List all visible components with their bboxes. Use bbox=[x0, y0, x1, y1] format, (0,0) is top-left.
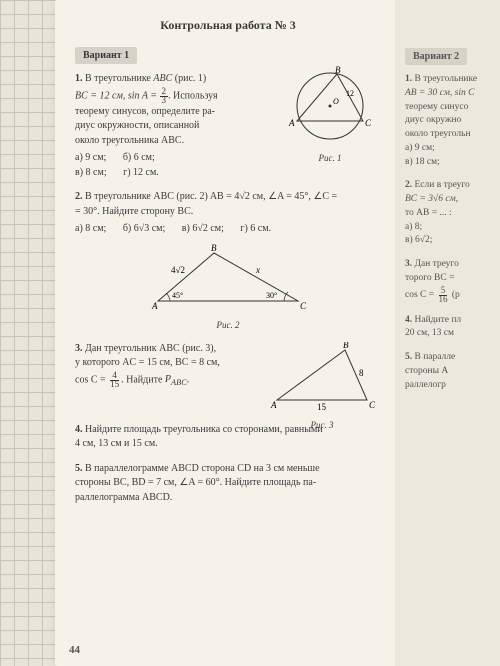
notebook-grid bbox=[0, 0, 60, 666]
right-page: Вариант 2 1. В треугольнике AB = 30 см, … bbox=[395, 0, 500, 666]
figure-1: O B A C 12 Рис. 1 bbox=[283, 66, 377, 165]
task2-optB: б) 6√3 см; bbox=[123, 222, 165, 237]
task3-t3b: . Найдите bbox=[121, 374, 165, 385]
task5-t3: раллелограмма ABCD. bbox=[75, 492, 172, 503]
main-page: Контрольная работа № 3 Вариант 1 O B A C… bbox=[55, 0, 395, 666]
task-4: 4. Найдите площадь треугольника со сторо… bbox=[75, 423, 381, 452]
task1-post1: (рис. 1) bbox=[172, 73, 206, 84]
task2-optC: в) 6√2 см; bbox=[182, 222, 224, 237]
task1-num: 1. bbox=[75, 73, 83, 84]
r-task-1: 1. В треугольнике AB = 30 см, sin C теор… bbox=[405, 73, 496, 169]
task1-l2a: BC = 12 см, sin A = bbox=[75, 90, 160, 101]
page-title: Контрольная работа № 3 bbox=[75, 18, 381, 33]
task5-t2: стороны BC, BD = 7 см, ∠A = 60°. Найдите… bbox=[75, 477, 316, 488]
task3-t1: Дан треугольник ABC (рис. 3), bbox=[85, 343, 216, 354]
page-number: 44 bbox=[69, 644, 80, 656]
task3-t2: у которого AC = 15 см, BC = 8 см, bbox=[75, 357, 220, 368]
task1-optB: б) 6 см; bbox=[123, 151, 155, 166]
task1-optD: г) 12 см. bbox=[123, 166, 159, 181]
task2-optD: г) 6 см. bbox=[240, 222, 271, 237]
svg-text:O: O bbox=[333, 97, 339, 106]
task5-t1: В параллелограмме ABCD сторона CD на 3 с… bbox=[85, 463, 320, 474]
svg-text:A: A bbox=[288, 118, 295, 128]
fig2-caption: Рис. 2 bbox=[75, 319, 381, 332]
task4-t1: Найдите площадь треугольника со сторонам… bbox=[85, 424, 323, 435]
task-2: 2. В треугольнике ABC (рис. 2) AB = 4√2 … bbox=[75, 190, 381, 332]
r-task-5: 5. В паралле стороны A раллелогр bbox=[405, 351, 496, 392]
svg-text:8: 8 bbox=[359, 368, 364, 378]
fig1-caption: Рис. 1 bbox=[283, 152, 377, 165]
variant-1-label: Вариант 1 bbox=[75, 47, 137, 64]
task3-t3a: cos C = bbox=[75, 374, 108, 385]
task1-l5: около треугольника ABC. bbox=[75, 135, 184, 146]
svg-text:15: 15 bbox=[317, 402, 327, 412]
svg-text:45°: 45° bbox=[172, 291, 183, 300]
variant-2-label: Вариант 2 bbox=[405, 48, 467, 65]
task-1: O B A C 12 Рис. 1 1. В треугольнике ABC … bbox=[75, 72, 381, 180]
task1-l2b: . Используя bbox=[168, 90, 218, 101]
task1-optC: в) 8 см; bbox=[75, 166, 107, 181]
r-task-3: 3. Дан треуго торого BC = cos C = 516 (р bbox=[405, 258, 496, 304]
svg-text:C: C bbox=[365, 118, 372, 128]
figure-3: A B C 8 15 Рис. 3 bbox=[267, 342, 377, 433]
task1-optA: а) 9 см; bbox=[75, 151, 106, 166]
r-task-4: 4. Найдите пл 20 см, 13 см bbox=[405, 314, 496, 342]
figure-2: A B C 4√2 x 45° 30° bbox=[138, 243, 318, 315]
svg-text:x: x bbox=[255, 265, 260, 275]
task2-t1: В треугольнике ABC (рис. 2) AB = 4√2 см,… bbox=[85, 191, 337, 202]
svg-text:4√2: 4√2 bbox=[171, 265, 185, 275]
svg-text:B: B bbox=[211, 243, 217, 253]
svg-text:A: A bbox=[151, 301, 158, 311]
triangle-icon: A B C 8 15 bbox=[267, 342, 377, 412]
task2-t2: = 30°. Найдите сторону BC. bbox=[75, 206, 193, 217]
svg-text:12: 12 bbox=[346, 89, 354, 98]
task1-pre: В треугольнике bbox=[85, 73, 153, 84]
task-3: A B C 8 15 Рис. 3 3. Дан треугольник ABC… bbox=[75, 342, 381, 389]
task5-num: 5. bbox=[75, 463, 83, 474]
task4-t2: 4 см, 13 см и 15 см. bbox=[75, 438, 158, 449]
svg-text:C: C bbox=[300, 301, 307, 311]
task1-tri: ABC bbox=[153, 73, 172, 84]
svg-text:A: A bbox=[270, 400, 277, 410]
task-5: 5. В параллелограмме ABCD сторона CD на … bbox=[75, 462, 381, 506]
task2-num: 2. bbox=[75, 191, 83, 202]
task4-num: 4. bbox=[75, 424, 83, 435]
svg-text:B: B bbox=[335, 66, 341, 75]
svg-text:30°: 30° bbox=[266, 291, 277, 300]
svg-text:B: B bbox=[343, 342, 349, 350]
svg-text:C: C bbox=[369, 400, 376, 410]
task3-num: 3. bbox=[75, 343, 83, 354]
r-task-2: 2. Если в треуго BC = 3√6 см, то AB = ..… bbox=[405, 179, 496, 248]
triangle-circumcircle-icon: O B A C 12 bbox=[283, 66, 377, 144]
task2-optA: а) 8 см; bbox=[75, 222, 106, 237]
task1-l4: диус окружности, описанной bbox=[75, 120, 199, 131]
task1-l3: теорему синусов, определите ра- bbox=[75, 106, 215, 117]
